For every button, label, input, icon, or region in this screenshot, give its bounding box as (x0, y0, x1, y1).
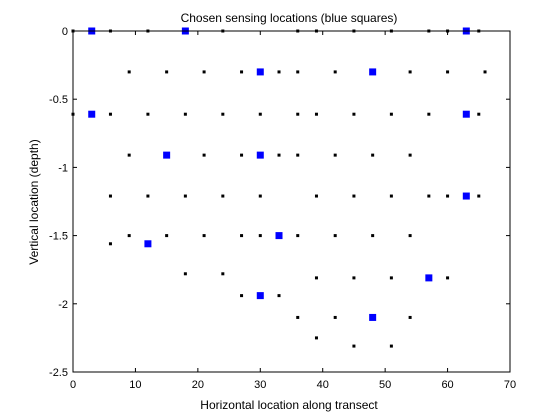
candidate-location-dot (221, 112, 225, 116)
candidate-location-dot (477, 194, 481, 198)
sensing-location-square (425, 274, 433, 282)
y-axis-ticks: 0 -0.5 -1 -1.5 -2 -2.5 (49, 26, 510, 379)
x-tick-label: 30 (254, 379, 266, 391)
candidate-location-dot (240, 294, 244, 298)
candidate-location-dot (221, 272, 225, 276)
candidate-location-dot (408, 315, 412, 319)
y-tick-label: -2.5 (49, 367, 68, 379)
candidate-location-dot (333, 315, 337, 319)
candidate-location-dot (146, 194, 150, 198)
candidate-location-dot (277, 153, 281, 157)
sensing-location-square (144, 240, 152, 248)
candidate-location-dot (296, 153, 300, 157)
candidate-location-dot (389, 194, 393, 198)
x-tick-label: 10 (129, 379, 141, 391)
candidate-location-dot (427, 194, 431, 198)
candidate-location-dot (258, 194, 262, 198)
candidate-location-dot (240, 70, 244, 74)
sensing-location-square (163, 151, 171, 159)
candidate-location-dot (408, 153, 412, 157)
candidate-location-dot (314, 336, 318, 340)
candidate-location-dot (314, 194, 318, 198)
candidate-location-dot (446, 194, 450, 198)
axes-box (72, 30, 511, 373)
candidate-location-dot (146, 112, 150, 116)
candidate-location-dot (352, 194, 356, 198)
sensing-location-square (462, 192, 470, 200)
candidate-location-dot (427, 112, 431, 116)
candidate-location-dot (127, 153, 131, 157)
x-tick-label: 70 (504, 379, 516, 391)
candidate-location-dot (127, 70, 131, 74)
candidate-location-dot (202, 234, 206, 238)
candidate-location-dot (277, 294, 281, 298)
candidate-location-dot (389, 112, 393, 116)
candidate-location-dot (258, 112, 262, 116)
candidate-location-dot (183, 272, 187, 276)
candidate-location-dot (108, 242, 112, 246)
candidate-location-dot (352, 276, 356, 280)
candidate-location-dot (333, 153, 337, 157)
y-tick-label: -0.5 (49, 94, 68, 106)
x-tick-label: 40 (317, 379, 329, 391)
candidate-location-dot (277, 70, 281, 74)
x-tick-label: 50 (379, 379, 391, 391)
y-tick-label: -1.5 (49, 231, 68, 243)
candidate-location-dot (389, 276, 393, 280)
candidate-location-dot (202, 70, 206, 74)
candidate-location-dot (127, 234, 131, 238)
candidate-location-dot (296, 315, 300, 319)
candidate-location-dot (183, 194, 187, 198)
candidate-location-dot (258, 234, 262, 238)
x-tick-label: 0 (70, 379, 76, 391)
x-tick-label: 60 (441, 379, 453, 391)
candidate-location-dot (408, 70, 412, 74)
sensing-location-square (256, 151, 264, 159)
candidate-location-dot (314, 112, 318, 116)
sensing-location-square (256, 292, 264, 300)
candidate-location-dot (408, 234, 412, 238)
y-tick-label: -1 (58, 162, 68, 174)
sensing-location-square (462, 110, 470, 118)
candidate-location-dot (108, 194, 112, 198)
sensing-location-square (369, 313, 377, 321)
chart-title: Chosen sensing locations (blue squares) (181, 11, 398, 25)
candidate-location-dot (202, 153, 206, 157)
sensing-location-square (369, 68, 377, 76)
candidate-location-dot (183, 112, 187, 116)
candidate-location-dot (108, 112, 112, 116)
candidate-location-dot (165, 234, 169, 238)
y-tick-label: 0 (62, 26, 68, 38)
x-axis-label: Horizontal location along transect (200, 398, 378, 412)
candidate-location-dot (483, 70, 487, 74)
candidate-location-dot (371, 153, 375, 157)
candidate-location-dot (352, 112, 356, 116)
candidate-location-dot (333, 70, 337, 74)
candidate-location-dot (296, 112, 300, 116)
candidate-location-dot (240, 153, 244, 157)
y-axis-label: Vertical location (depth) (27, 139, 41, 264)
candidate-location-dot (352, 344, 356, 348)
candidate-location-dot (314, 276, 318, 280)
plot-marks (71, 27, 487, 348)
sensing-location-square (275, 232, 283, 240)
candidate-location-dot (221, 194, 225, 198)
candidate-location-dot (333, 234, 337, 238)
x-axis-ticks: 0 10 20 30 40 50 60 70 (70, 31, 516, 391)
candidate-location-dot (446, 70, 450, 74)
candidate-location-dot (389, 344, 393, 348)
sensing-location-square (256, 68, 264, 76)
candidate-location-dot (165, 70, 169, 74)
y-tick-label: -2 (58, 299, 68, 311)
x-tick-label: 20 (192, 379, 204, 391)
candidate-location-dot (296, 234, 300, 238)
candidate-location-dot (371, 234, 375, 238)
candidate-location-dot (446, 276, 450, 280)
candidate-location-dot (477, 112, 481, 116)
candidate-location-dot (240, 234, 244, 238)
candidate-location-dot (296, 70, 300, 74)
sensing-location-square (88, 110, 96, 118)
